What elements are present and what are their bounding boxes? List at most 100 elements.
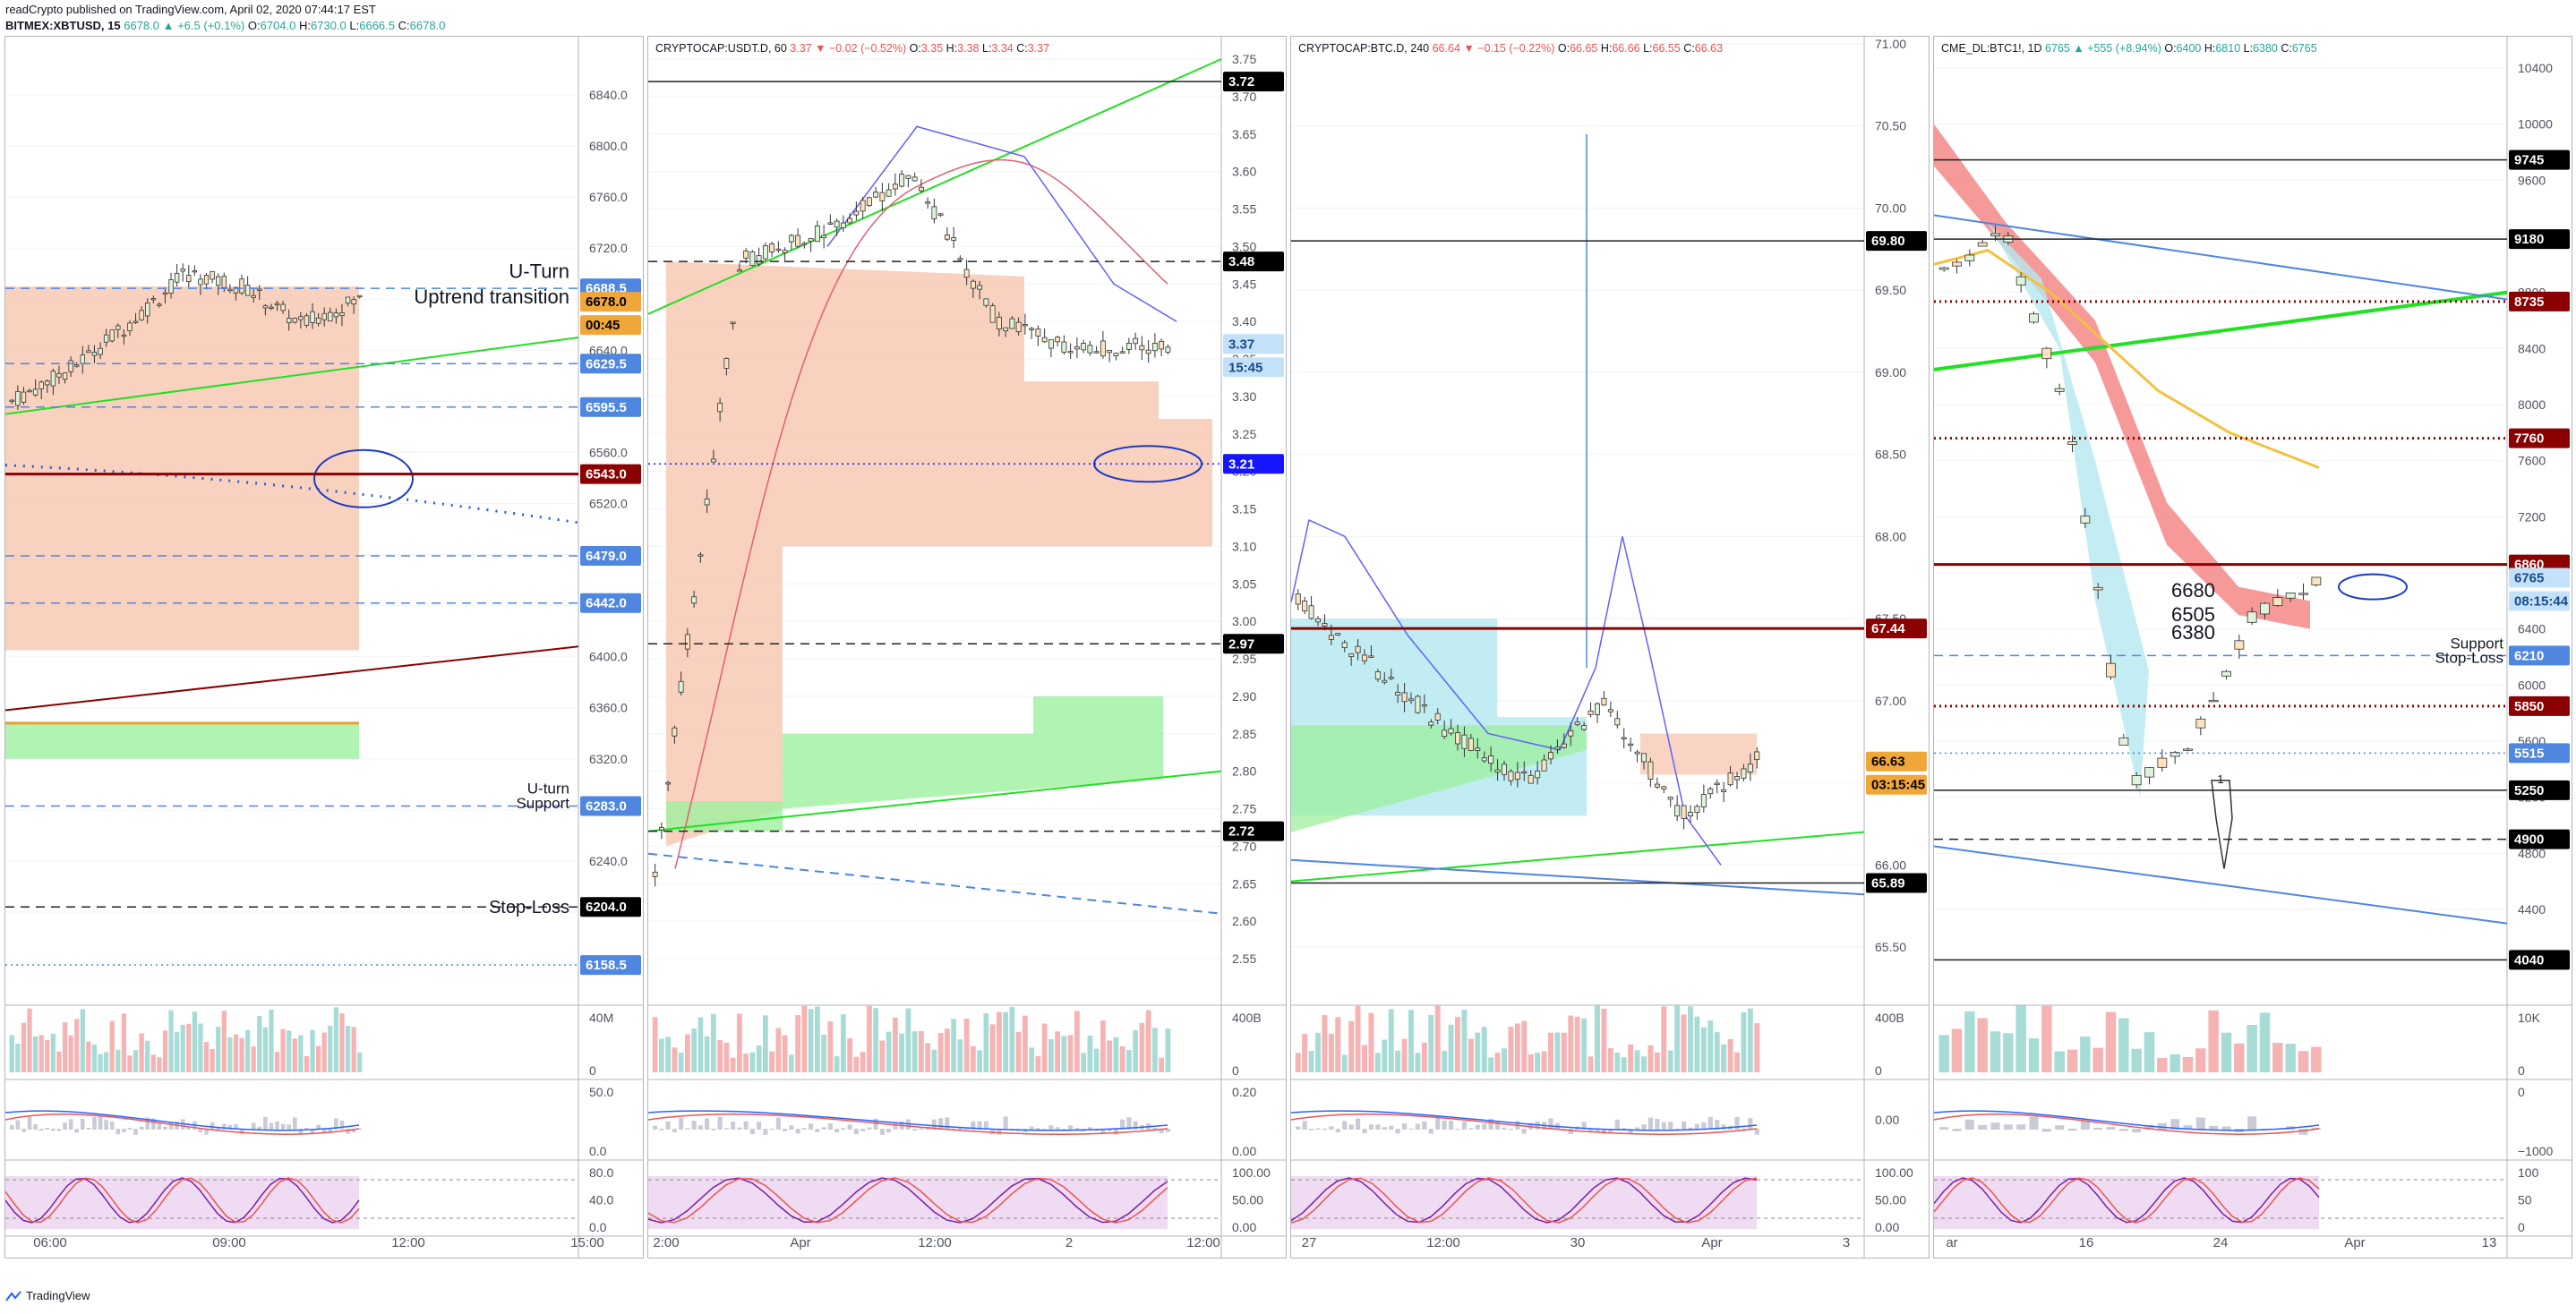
- tradingview-brand: TradingView: [26, 1289, 90, 1302]
- volume-bar: [1641, 1056, 1647, 1072]
- candle-body: [321, 312, 327, 320]
- candle-body: [339, 311, 345, 316]
- candle-body: [2106, 662, 2116, 678]
- price-tag: [1223, 72, 1284, 92]
- candle-body: [74, 364, 80, 367]
- candle-body: [892, 183, 898, 190]
- panel-label-usdt-d: CRYPTOCAP:USDT.D, 60 3.37 ▼ −0.02 (−0.52…: [655, 42, 1050, 55]
- volume-bar: [911, 1031, 918, 1072]
- candle-body: [918, 186, 924, 192]
- macd-bar: [1107, 1129, 1112, 1131]
- candle-body: [1145, 349, 1151, 354]
- volume-bar: [328, 1025, 333, 1072]
- volume-axis-label: 400B: [1875, 1011, 1904, 1025]
- candle-body: [1494, 769, 1501, 772]
- candle-body: [103, 334, 109, 343]
- volume-bar: [86, 1041, 91, 1072]
- volume-bar: [672, 1047, 678, 1072]
- y-tick-label: 2.55: [1232, 951, 1256, 966]
- macd-bar: [346, 1129, 350, 1134]
- candle-body: [905, 175, 911, 179]
- volume-bar: [80, 1009, 85, 1072]
- macd-bar: [1100, 1129, 1106, 1135]
- candle-body: [68, 360, 73, 372]
- volume-bar: [1009, 1006, 1015, 1072]
- price-tag-label: 00:45: [586, 318, 620, 333]
- candle-body: [1568, 730, 1574, 737]
- panel-label-btc-d: CRYPTOCAP:BTC.D, 240 66.64 ▼ −0.15 (−0.2…: [1298, 42, 1724, 55]
- macd-axis-label: 0.0: [589, 1144, 607, 1158]
- volume-bar: [198, 1023, 203, 1072]
- candle-body: [9, 399, 14, 403]
- price-tag-label: 6158.5: [586, 958, 627, 973]
- chart-panel-usdt-d[interactable]: CRYPTOCAP:USDT.D, 60 3.37 ▼ −0.02 (−0.52…: [647, 36, 1287, 1259]
- candle-body: [1388, 677, 1394, 679]
- macd-bar: [2221, 1126, 2231, 1130]
- volume-bar: [1067, 1035, 1074, 1072]
- y-tick-label: 71.00: [1875, 37, 1906, 51]
- macd-bar: [945, 1117, 950, 1130]
- candle-body: [1415, 695, 1421, 713]
- candle-body: [1448, 728, 1454, 734]
- x-tick-label: Apr: [1701, 1235, 1722, 1250]
- annotation-text: 6680: [2171, 579, 2215, 602]
- volume-bar: [2169, 1054, 2180, 1072]
- macd-bar: [847, 1124, 852, 1130]
- candle-body: [39, 381, 44, 389]
- macd-bar: [1401, 1123, 1408, 1130]
- candle-body: [1554, 747, 1561, 750]
- volume-bar: [1508, 1027, 1514, 1072]
- tradingview-footer[interactable]: TradingView: [5, 1289, 90, 1302]
- candle-body: [1661, 786, 1667, 789]
- candle-body: [2260, 602, 2270, 615]
- volume-bar: [257, 1015, 262, 1072]
- trend-line: [1934, 214, 2508, 301]
- volume-bar: [1165, 1028, 1171, 1072]
- stoch-axis-label: 100: [2518, 1165, 2539, 1180]
- chart-panel-xbtusd[interactable]: 6840.06800.06760.06720.06680.06640.06600…: [4, 36, 644, 1259]
- cloud-region: [666, 261, 1212, 847]
- price-tag-label: 9745: [2514, 153, 2544, 168]
- candle-body: [27, 389, 32, 393]
- x-tick-label: 12:00: [391, 1235, 425, 1250]
- volume-bar: [775, 1028, 782, 1072]
- candle-body: [977, 285, 983, 290]
- x-tick-label: 27: [1302, 1235, 1317, 1250]
- volume-bar: [1734, 1052, 1740, 1072]
- price-tag: [580, 796, 641, 816]
- price-tag-label: 08:15:44: [2514, 593, 2569, 609]
- volume-bar: [315, 1045, 321, 1072]
- macd-bar: [251, 1122, 256, 1130]
- chart-panel-btc-d[interactable]: CRYPTOCAP:BTC.D, 240 66.64 ▼ −0.15 (−0.2…: [1290, 36, 1930, 1259]
- macd-bar: [653, 1125, 658, 1130]
- volume-bar: [1574, 1016, 1580, 1072]
- candle-body: [717, 403, 723, 413]
- x-tick-label: 3: [1843, 1235, 1850, 1250]
- price-tag-label: 6765: [2514, 570, 2544, 585]
- volume-bar: [840, 1014, 846, 1072]
- y-tick-label: 2.70: [1232, 839, 1256, 853]
- price-tag: [580, 593, 641, 613]
- candle-body: [315, 317, 321, 324]
- volume-bar: [2247, 1024, 2257, 1072]
- macd-bar: [2106, 1126, 2116, 1130]
- macd-bar: [809, 1123, 814, 1130]
- cloud-region: [5, 286, 359, 651]
- volume-bar: [1401, 1038, 1408, 1072]
- macd-bar: [280, 1123, 286, 1130]
- main-close: 6678.0: [409, 19, 446, 32]
- volume-bar: [345, 1026, 351, 1072]
- chart-panel-btc1[interactable]: CME_DL:BTC1!, 1D 6765 ▲ +555 (+8.94%) O:…: [1933, 36, 2572, 1259]
- price-tag-label: 5850: [2514, 699, 2544, 714]
- candle-body: [710, 458, 716, 463]
- candle-body: [227, 288, 233, 292]
- candle-body: [174, 272, 180, 283]
- volume-bar: [1721, 1044, 1727, 1072]
- cloud-region: [1640, 733, 1757, 775]
- candle-body: [1621, 737, 1627, 739]
- volume-bar: [2105, 1011, 2117, 1072]
- volume-bar: [1133, 1029, 1139, 1072]
- volume-bar: [1541, 1051, 1547, 1072]
- price-tag: [2509, 950, 2570, 970]
- macd-bar: [104, 1120, 108, 1130]
